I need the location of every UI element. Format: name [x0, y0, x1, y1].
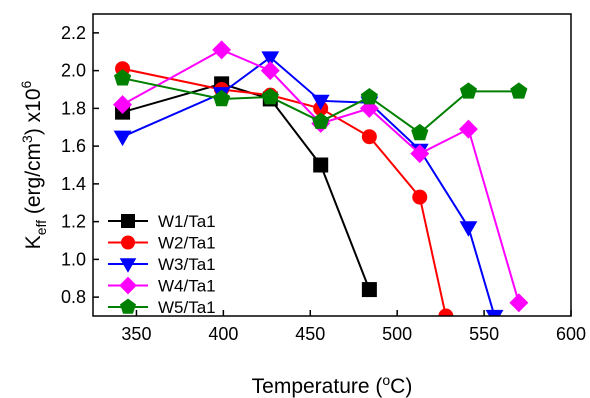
legend-entry: W5/Ta1 [108, 298, 216, 317]
y-tick-label: 2.2 [61, 23, 86, 43]
legend-entry: W1/Ta1 [108, 212, 216, 231]
y-tick-label: 1.4 [61, 174, 86, 194]
data-point [113, 69, 132, 86]
series-line [122, 48, 520, 304]
y-tick-label: 2.0 [61, 61, 86, 81]
legend-label: W1/Ta1 [158, 212, 216, 231]
data-point [459, 221, 478, 237]
x-tick-label: 400 [208, 324, 238, 344]
data-point [410, 144, 430, 164]
data-point [113, 95, 133, 115]
legend-entry: W3/Ta1 [108, 255, 216, 274]
x-tick-label: 350 [121, 324, 151, 344]
data-point [411, 123, 429, 141]
legend-marker [119, 276, 137, 295]
data-point [260, 61, 280, 81]
data-point [212, 40, 232, 60]
x-tick-label: 500 [382, 324, 412, 344]
data-point [312, 112, 330, 129]
legend-label: W5/Ta1 [158, 298, 216, 317]
x-tick-label: 550 [469, 324, 499, 344]
legend-label: W4/Ta1 [158, 277, 216, 296]
legend-entry: W2/Ta1 [108, 234, 216, 253]
legend-entry: W4/Ta1 [108, 277, 216, 296]
y-tick-label: 1.6 [61, 136, 86, 156]
x-tick-label: 450 [295, 324, 325, 344]
data-point [261, 51, 280, 67]
data-point [360, 88, 378, 105]
y-axis-title: Keff (erg/cm3) x106 [18, 80, 49, 249]
y-tick-label: 1.0 [61, 249, 86, 269]
data-point [261, 88, 279, 105]
data-point [311, 94, 330, 111]
data-point [510, 82, 528, 99]
data-point [485, 309, 504, 316]
data-point [361, 282, 377, 298]
y-tick-label: 0.8 [61, 287, 86, 307]
data-point [113, 130, 132, 147]
data-point [361, 129, 377, 145]
series-w5-ta1 [113, 69, 528, 141]
data-point [313, 157, 329, 173]
data-point [438, 308, 454, 316]
series-line [122, 77, 519, 135]
series-w1-ta1 [115, 76, 377, 298]
data-point [509, 293, 529, 313]
x-tick-label: 600 [556, 324, 586, 344]
legend-label: W2/Ta1 [158, 234, 216, 253]
legend-marker [121, 214, 135, 228]
plot-frame [92, 13, 572, 317]
legend-marker [119, 258, 137, 273]
data-point [459, 82, 478, 99]
y-tick-label: 1.2 [61, 212, 86, 232]
data-point [412, 189, 428, 205]
data-point [458, 119, 478, 139]
y-tick-label: 1.8 [61, 98, 86, 118]
x-axis-title: Temperature (oC) [252, 372, 413, 398]
legend-label: W3/Ta1 [158, 255, 216, 274]
data-point [213, 89, 231, 107]
legend-marker [121, 235, 135, 250]
legend-marker [119, 298, 137, 314]
